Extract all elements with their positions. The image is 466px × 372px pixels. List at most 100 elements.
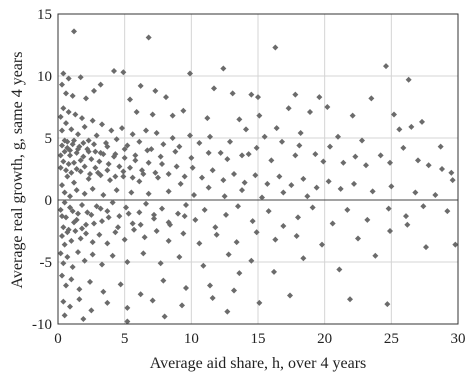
data-point-224 bbox=[225, 251, 232, 258]
data-point-21 bbox=[163, 94, 169, 101]
data-point-193 bbox=[131, 226, 137, 233]
data-point-131 bbox=[288, 182, 295, 189]
data-point-281 bbox=[177, 180, 184, 187]
data-point-54 bbox=[377, 152, 384, 159]
data-point-40 bbox=[149, 111, 156, 118]
data-point-206 bbox=[387, 228, 393, 234]
data-point-316 bbox=[115, 224, 121, 231]
data-point-194 bbox=[141, 234, 148, 241]
data-point-162 bbox=[151, 215, 157, 222]
y-axis-ticks: -10 -5 0 5 10 15 bbox=[32, 7, 52, 333]
data-point-234 bbox=[76, 286, 83, 293]
data-point-94 bbox=[60, 105, 67, 112]
data-point-152 bbox=[249, 218, 256, 225]
data-point-323 bbox=[59, 142, 65, 149]
data-point-236 bbox=[100, 288, 107, 295]
data-point-171 bbox=[93, 203, 100, 210]
data-point-261 bbox=[59, 182, 65, 189]
data-point-307 bbox=[61, 199, 68, 206]
data-point-28 bbox=[368, 95, 375, 102]
data-point-144 bbox=[385, 205, 392, 212]
data-point-287 bbox=[280, 189, 287, 196]
data-point-285 bbox=[239, 187, 245, 194]
data-point-274 bbox=[113, 187, 120, 194]
data-point-124 bbox=[209, 167, 216, 174]
data-point-137 bbox=[369, 188, 376, 195]
data-point-328 bbox=[75, 146, 81, 153]
data-point-265 bbox=[71, 179, 77, 186]
data-point-96 bbox=[57, 113, 64, 120]
data-point-59 bbox=[296, 142, 303, 149]
data-point-99 bbox=[67, 152, 73, 159]
data-point-126 bbox=[231, 170, 237, 177]
data-point-286 bbox=[259, 194, 265, 201]
data-point-80 bbox=[113, 136, 120, 143]
data-point-242 bbox=[231, 287, 237, 294]
data-point-260 bbox=[224, 308, 231, 315]
data-point-111 bbox=[116, 163, 123, 170]
y-tick-label-3: 5 bbox=[45, 131, 53, 147]
data-point-71 bbox=[169, 135, 176, 141]
data-point-349 bbox=[425, 162, 432, 169]
data-point-256 bbox=[61, 312, 68, 319]
data-point-306 bbox=[59, 213, 65, 220]
data-point-302 bbox=[112, 173, 119, 180]
data-point-56 bbox=[340, 159, 347, 166]
data-point-311 bbox=[79, 225, 85, 232]
data-point-255 bbox=[384, 301, 391, 308]
data-point-32 bbox=[349, 112, 356, 119]
data-point-297 bbox=[81, 163, 88, 170]
data-point-148 bbox=[309, 204, 316, 211]
data-point-84 bbox=[93, 132, 100, 139]
data-point-207 bbox=[423, 244, 429, 251]
data-point-6 bbox=[187, 70, 193, 77]
data-point-125 bbox=[220, 177, 227, 184]
data-point-127 bbox=[241, 179, 248, 186]
data-point-225 bbox=[248, 257, 255, 264]
data-point-17 bbox=[83, 95, 89, 102]
data-point-51 bbox=[439, 166, 445, 172]
data-point-188 bbox=[89, 239, 96, 246]
data-point-329 bbox=[80, 139, 87, 146]
x-tick-label-2: 10 bbox=[184, 331, 199, 347]
data-point-296 bbox=[77, 157, 84, 164]
x-axis-ticks: 0 5 10 15 20 25 30 bbox=[54, 331, 465, 347]
data-point-222 bbox=[176, 254, 183, 261]
data-point-326 bbox=[67, 147, 73, 154]
data-point-210 bbox=[57, 250, 64, 257]
data-point-250 bbox=[179, 302, 185, 309]
data-point-313 bbox=[91, 220, 97, 227]
data-point-13 bbox=[91, 87, 97, 94]
data-point-330 bbox=[85, 148, 92, 155]
x-tick-label-5: 25 bbox=[384, 331, 399, 347]
data-point-120 bbox=[173, 163, 180, 170]
data-point-195 bbox=[153, 228, 160, 234]
data-point-34 bbox=[419, 118, 425, 125]
data-point-262 bbox=[61, 189, 68, 196]
data-point-117 bbox=[152, 169, 159, 176]
data-point-186 bbox=[77, 235, 84, 242]
data-point-5 bbox=[220, 65, 227, 72]
data-point-268 bbox=[81, 190, 88, 197]
data-point-128 bbox=[252, 172, 259, 179]
data-point-319 bbox=[151, 211, 157, 218]
data-point-203 bbox=[293, 232, 300, 239]
y-tick-label-5: 15 bbox=[37, 7, 52, 23]
data-point-163 bbox=[143, 200, 149, 207]
data-point-230 bbox=[236, 270, 243, 277]
data-point-278 bbox=[145, 190, 152, 197]
data-point-272 bbox=[100, 192, 107, 199]
x-tick-label-3: 15 bbox=[251, 331, 266, 347]
data-point-235 bbox=[87, 278, 93, 285]
data-point-103 bbox=[80, 153, 87, 160]
data-point-68 bbox=[196, 139, 203, 146]
data-point-37 bbox=[204, 115, 211, 122]
data-point-315 bbox=[105, 214, 112, 221]
x-tick-label-1: 5 bbox=[121, 331, 129, 347]
data-point-134 bbox=[325, 178, 332, 185]
data-point-72 bbox=[160, 141, 167, 148]
data-point-298 bbox=[87, 170, 93, 177]
data-point-65 bbox=[227, 138, 233, 145]
data-point-181 bbox=[59, 232, 65, 239]
